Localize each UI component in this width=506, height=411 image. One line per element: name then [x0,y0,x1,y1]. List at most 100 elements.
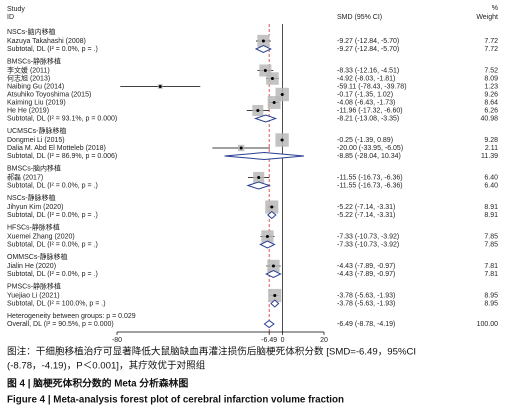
row-label: Xuemei Zhang (2020) [7,233,75,240]
row-label: Dalia M. Abd El Motteleb (2018) [7,145,106,152]
pooled-diamond [259,240,276,249]
weight-label: 8.64 [484,99,498,106]
weight-label: 6.40 [484,174,498,181]
weight-label: 7.85 [484,233,498,240]
weight-label: 6.26 [484,107,498,114]
row-label: Subtotal, DL (I² = 0.0%, p = .) [7,182,98,189]
row-label: Subtotal, DL (I² = 0.0%, p = .) [7,46,98,53]
row-label: Subtotal, DL (I² = 100.0%, p = .) [7,300,106,307]
row-label: Naibing Gu (2014) [7,83,64,90]
row-label: Subtotal, DL (I² = 0.0%, p = .) [7,241,98,248]
effect-label: -7.33 (-10.73, -3.92) [337,241,399,248]
group-label: UCMSCs-静脉移植 [7,126,67,135]
header-effect: SMD (95% CI) [337,14,382,21]
point-estimate [272,101,276,104]
point-estimate [270,77,274,80]
effect-label: -4.92 (-8.03, -1.81) [337,75,395,82]
weight-label: 8.95 [484,300,498,307]
header-id: ID [7,14,14,21]
effect-label: -0.25 (-1.39, 0.89) [337,137,393,144]
effect-label: -11.96 (-17.32, -6.60) [337,107,403,114]
point-estimate [158,85,162,88]
weight-label: 8.91 [484,212,498,219]
group-label: NSCs-静脉移植 [7,193,56,202]
caption-note: (-8.78，-4.19)，P＜0.001]，其疗效优于对照组 [7,360,206,372]
row-label: Kaiming Liu (2019) [7,99,66,106]
group-label: PMSCs-静脉移植 [7,281,61,290]
header-percent: % [492,5,498,12]
effect-label: -4.43 (-7.89, -0.97) [337,263,395,270]
effect-label: -8.21 (-13.08, -3.35) [337,115,399,122]
group-label: BMSCs-脑内移植 [7,163,61,172]
effect-label: -11.55 (-16.73, -6.36) [337,174,403,181]
point-estimate [261,39,265,43]
row-label: Dongmei Li (2015) [7,137,65,144]
row-label: Jihyun Kim (2020) [7,204,63,211]
weight-label: 7.81 [484,263,498,270]
pooled-diamond [263,319,275,329]
row-label: 何志旭 (2013) [7,73,50,82]
weight-label: 8.91 [484,204,498,211]
header-study: Study [7,6,25,13]
row-label: Atsuhiko Toyoshima (2015) [7,91,91,98]
weight-label: 9.28 [484,137,498,144]
row-label: Subtotal, DL (I² = 86.9%, p = 0.006) [7,153,117,160]
weight-label: 7.85 [484,241,498,248]
weight-label: 1.23 [484,83,498,90]
point-estimate [239,146,243,150]
row-label: He He (2019) [7,107,49,114]
point-estimate [265,235,269,238]
weight-label: 8.09 [484,75,498,82]
point-estimate [257,176,261,179]
group-label: OMMSCs-静脉移植 [7,252,68,261]
group-label: HFSCs-静脉移植 [7,222,60,231]
effect-label: -5.22 (-7.14, -3.31) [337,204,395,211]
row-label: Overall, DL (I² = 90.5%, p = 0.000) [7,321,114,328]
caption-title-en: Figure 4 | Meta-analysis forest plot of … [7,395,344,406]
weight-label: 7.72 [484,38,498,45]
weight-label: 7.52 [484,67,498,74]
pooled-diamond [254,44,272,54]
effect-label: -5.22 (-7.14, -3.31) [337,212,395,219]
weight-label: 40.98 [480,115,498,122]
effect-label: -8.85 (-28.04, 10.34) [337,153,401,160]
group-label: NSCs-脑内移植 [7,27,56,36]
row-label: Kazuya Takahashi (2008) [7,38,86,45]
effect-label: -0.17 (-1.35, 1.02) [337,91,393,98]
row-label: Jialin He (2020) [7,263,56,270]
point-estimate [280,93,284,96]
pooled-diamond [253,114,278,123]
x-tick-label: -6.49 [261,337,277,344]
effect-label: -4.08 (-6.43, -1.73) [337,99,395,106]
pooled-diamond [246,181,272,190]
effect-label: -11.55 (-16.73, -6.36) [337,182,403,189]
header-weight: Weight [476,14,498,21]
point-estimate [273,294,277,297]
point-estimate [256,109,260,112]
weight-label: 9.26 [484,91,498,98]
row-label: Yuejiao Li (2021) [7,292,60,299]
point-estimate [280,138,284,142]
point-estimate [270,205,274,209]
pooled-diamond [270,299,280,308]
heterogeneity-label: Heterogeneity between groups: p = 0.029 [7,313,136,320]
x-tick-label: -80 [112,337,122,344]
group-label: BMSCs-静脉移植 [7,56,61,65]
effect-label: -9.27 (-12.84, -5.70) [337,46,399,53]
effect-label: -59.11 (-78.43, -39.78) [337,83,407,90]
row-label: Subtotal, DL (I² = 0.0%, p = .) [7,271,98,278]
weight-label: 6.40 [484,182,498,189]
row-label: Subtotal, DL (I² = 0.0%, p = .) [7,212,98,219]
effect-label: -6.49 (-8.78, -4.19) [337,321,395,328]
point-estimate [271,264,275,268]
row-label: 郝磊 (2017) [7,172,43,181]
effect-label: -7.33 (-10.73, -3.92) [337,233,399,240]
weight-label: 7.72 [484,46,498,53]
weight-label: 100.00 [477,321,499,328]
pooled-diamond [267,210,277,220]
effect-label: -3.78 (-5.63, -1.93) [337,292,395,299]
weight-label: 11.39 [481,153,498,160]
x-tick-label: 0 [281,337,285,344]
caption-title-cn: 图 4 | 脑梗死体积分数的 Meta 分析森林图 [7,377,188,390]
